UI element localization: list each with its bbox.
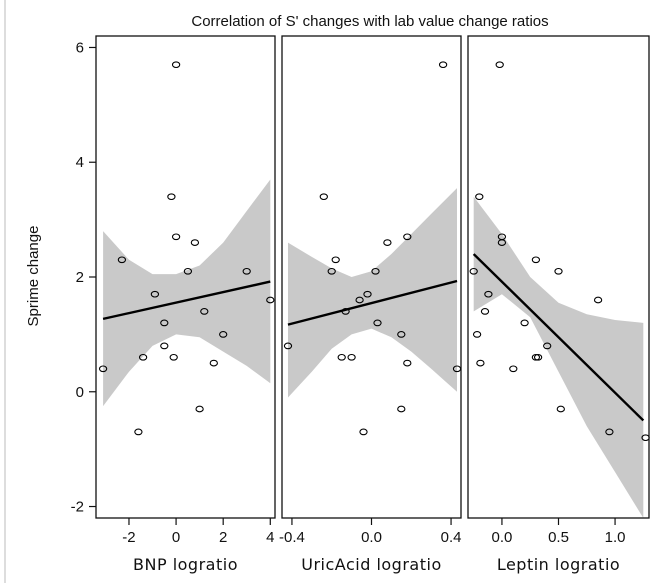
data-point (355, 296, 364, 304)
y-tick-label: 2 (76, 269, 84, 286)
data-point (341, 308, 350, 315)
data-point (397, 405, 406, 413)
y-tick-label: -2 (71, 499, 84, 516)
data-point (520, 319, 529, 327)
data-point (98, 365, 108, 373)
confidence-band (103, 179, 271, 407)
data-point (171, 233, 181, 241)
data-point (476, 359, 485, 367)
data-point (160, 342, 169, 350)
data-point (150, 290, 160, 298)
x-axis-label: BNP logratio (133, 555, 238, 574)
data-point (397, 331, 406, 338)
fit-line (472, 253, 645, 422)
data-point (242, 267, 251, 275)
data-point (531, 353, 541, 361)
y-tick-label: 0 (76, 384, 84, 401)
data-point (160, 319, 169, 327)
x-tick-label: 0 (172, 529, 180, 546)
panel-3: 0.0 0.5 1.0 Leptin logratio (467, 35, 650, 574)
data-point (266, 296, 275, 304)
x-tick-label: 0.0 (492, 529, 513, 546)
fit-line (102, 280, 271, 321)
data-point (117, 256, 127, 264)
data-point (373, 319, 382, 327)
chart-title: Correlation of S' changes with lab value… (191, 13, 548, 30)
data-point (543, 342, 552, 350)
data-point (171, 61, 181, 69)
data-point (554, 267, 563, 275)
data-point (283, 342, 293, 350)
data-point (531, 256, 541, 264)
y-axis-label: Sprime change (25, 226, 42, 327)
data-point (190, 239, 200, 246)
data-point (167, 193, 176, 201)
data-point (509, 365, 518, 373)
data-point (495, 61, 504, 69)
x-tick-label: 4 (266, 529, 274, 546)
x-axis-label: UricAcid logratio (301, 555, 441, 574)
panel-frame (95, 35, 276, 519)
data-point (593, 296, 603, 304)
data-point (138, 353, 148, 361)
data-point (195, 405, 204, 413)
x-axis-label: Leptin logratio (497, 555, 620, 574)
data-point (556, 405, 565, 413)
x-tick-label: 2 (219, 529, 227, 546)
data-point (319, 193, 328, 201)
data-point (469, 267, 478, 275)
data-point (605, 428, 614, 436)
data-point (472, 331, 482, 338)
x-tick-label: -0.4 (279, 529, 305, 546)
confidence-band (473, 196, 644, 518)
data-point (438, 61, 448, 69)
data-point (497, 239, 507, 246)
data-point (134, 428, 143, 436)
confidence-band (288, 188, 457, 398)
data-point (327, 267, 336, 275)
data-point (200, 308, 209, 315)
y-tick-label: 4 (76, 154, 84, 171)
data-point (209, 359, 218, 367)
data-point (484, 290, 493, 298)
panel-1: -2 0 2 4 BNP logratio (95, 35, 276, 574)
data-point (403, 359, 412, 367)
data-point (183, 267, 193, 275)
data-point (363, 290, 372, 298)
x-tick-label: -2 (122, 529, 135, 546)
data-point (480, 308, 490, 315)
fit-line (287, 279, 458, 326)
y-axis: -2 0 2 4 6 (71, 39, 96, 516)
data-point (475, 193, 484, 201)
data-point (371, 267, 380, 275)
data-point (331, 256, 340, 264)
x-tick-label: 0.4 (441, 529, 462, 546)
data-point (219, 331, 228, 338)
data-point (347, 353, 356, 361)
data-point (383, 239, 392, 246)
data-point (403, 233, 412, 241)
x-tick-label: 1.0 (605, 529, 626, 546)
data-point (359, 428, 368, 436)
data-point (337, 353, 346, 361)
x-tick-label: 0.5 (548, 529, 569, 546)
x-tick-label: 0.0 (361, 529, 382, 546)
y-tick-label: 6 (76, 39, 84, 56)
data-point (169, 353, 178, 361)
